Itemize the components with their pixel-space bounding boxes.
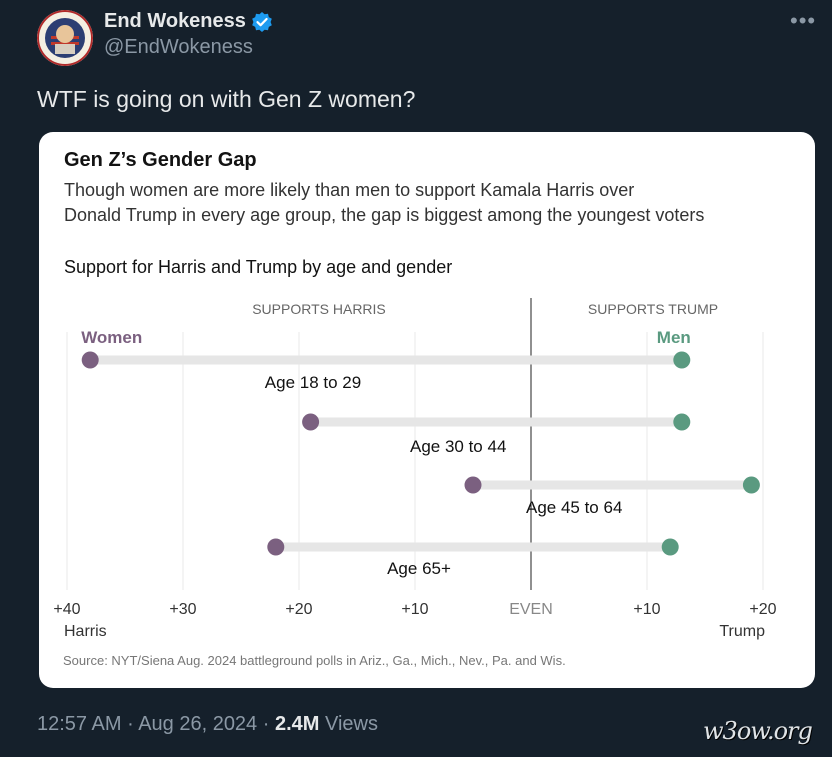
row-label: Age 45 to 64 [526,498,622,517]
legend-women-label: Women [81,328,142,347]
author-name-text[interactable]: End Wokeness [104,10,246,32]
x-tick-label: +10 [401,601,428,618]
x-right-caption: Trump [719,623,765,640]
x-tick-label: +20 [285,601,312,618]
chart-subtitle-line2: Donald Trump in every age group, the gap… [64,205,704,225]
chart-image-card[interactable]: Gen Z’s Gender Gap Though women are more… [39,132,815,688]
author-handle[interactable]: @EndWokeness [104,36,253,58]
men-dot [661,538,679,556]
tweet-meta: 12:57 AM · Aug 26, 2024 · 2.4M Views [37,713,378,735]
chart-heading: Gen Z’s Gender Gap [64,149,257,171]
chart-source: Source: NYT/Siena Aug. 2024 battleground… [63,653,566,668]
x-tick-label: +10 [633,601,660,618]
chart-svg: Gen Z’s Gender Gap Though women are more… [53,149,776,668]
chart-title: Support for Harris and Trump by age and … [64,257,452,277]
legend-men-label: Men [657,328,691,347]
right-header: SUPPORTS TRUMP [588,301,718,317]
views-label: Views [325,713,378,735]
tweet-text: WTF is going on with Gen Z women? [37,86,416,112]
tweet-date[interactable]: Aug 26, 2024 [138,713,258,735]
x-tick-label: EVEN [509,601,553,618]
women-dot [464,476,482,494]
row-label: Age 65+ [387,559,451,578]
women-dot [302,413,320,431]
x-tick-label: +40 [53,601,80,618]
row-label: Age 30 to 44 [410,437,506,456]
x-left-caption: Harris [64,623,107,640]
women-dot [81,351,99,369]
x-tick-label: +20 [749,601,776,618]
men-dot [742,476,760,494]
avatar[interactable] [37,10,93,66]
chart-subtitle-line1: Though women are more likely than men to… [64,180,634,200]
tweet-time[interactable]: 12:57 AM [37,713,122,735]
row-label: Age 18 to 29 [265,373,361,392]
views-count: 2.4M [274,713,320,735]
x-tick-label: +30 [169,601,196,618]
author-name[interactable]: End Wokeness [104,10,273,33]
verified-badge-icon [252,11,272,32]
men-dot [673,351,691,369]
left-header: SUPPORTS HARRIS [252,301,386,317]
watermark-logo: w3ow.org [703,717,813,745]
more-options-icon[interactable]: ••• [790,8,817,33]
men-dot [673,413,691,431]
women-dot [267,538,285,556]
